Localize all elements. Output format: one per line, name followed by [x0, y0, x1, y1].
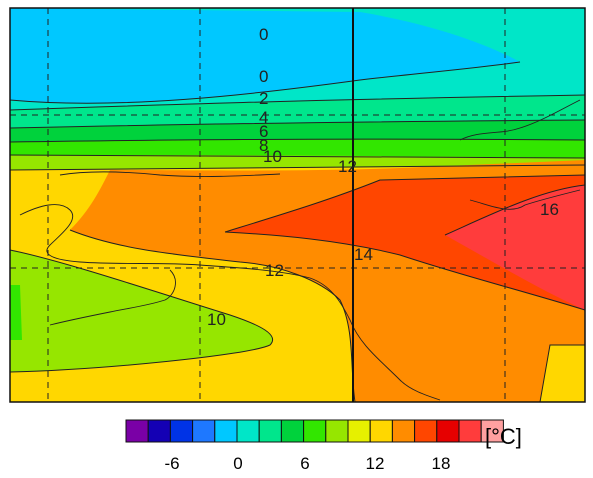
- contour-label: 10: [263, 147, 282, 166]
- colorbar-swatch: [325, 419, 349, 443]
- cold-region: [10, 8, 520, 104]
- colorbar-swatch: [347, 419, 371, 443]
- colorbar-tick-label: 6: [300, 454, 309, 473]
- colorbar-swatch: [480, 419, 504, 443]
- contour-label: 14: [354, 245, 373, 264]
- contour-label: 12: [265, 261, 284, 280]
- colorbar-swatch: [458, 419, 482, 443]
- lime-region: [10, 250, 273, 372]
- contour-label: 2: [259, 89, 268, 108]
- colorbar-swatch: [192, 419, 216, 443]
- contour-label: 4: [259, 108, 268, 127]
- colorbar-swatch: [125, 419, 149, 443]
- colorbar-tick-label: 18: [432, 454, 451, 473]
- gridlines: [10, 8, 585, 402]
- contour-lines: [9, 61, 586, 403]
- colorbar-swatch: [303, 419, 327, 443]
- colorbar-swatch: [369, 419, 393, 443]
- hot-region: [445, 185, 585, 310]
- contour-label: 8: [259, 136, 268, 155]
- colorbar-swatch: [391, 419, 416, 443]
- contour-label: 0: [259, 67, 268, 86]
- colorbar-tick-label: 12: [366, 454, 385, 473]
- colorbar-swatch: [280, 419, 305, 443]
- red-region: [225, 175, 585, 310]
- colorbar: [125, 419, 504, 443]
- colorbar-tick-labels: -6 0 6 12 18: [164, 454, 450, 473]
- colorbar-tick-label: -6: [164, 454, 179, 473]
- colorbar-swatch: [214, 419, 238, 443]
- map-frame: [9, 7, 586, 403]
- colorbar-swatch: [169, 419, 194, 443]
- map-plot-area: 0 0 2 4 6 8 10 12 14 16 12 10: [9, 7, 586, 403]
- colorbar-swatch: [414, 419, 438, 443]
- colorbar-swatch: [258, 419, 282, 443]
- colorbar-unit-label: [°C]: [485, 424, 522, 449]
- contour-label: 12: [338, 157, 357, 176]
- green-edge: [10, 285, 22, 340]
- colorbar-swatch: [147, 419, 171, 443]
- colorbar-swatch: [236, 419, 260, 443]
- colorbar-swatch: [436, 419, 460, 443]
- colorbar-tick-label: 0: [233, 454, 242, 473]
- contour-label: 10: [207, 310, 226, 329]
- contour-label-group: 0 0 2 4 6 8 10 12 14 16 12 10: [207, 25, 559, 329]
- contour-label: 0: [259, 25, 268, 44]
- contour-label: 16: [540, 200, 559, 219]
- contour-label: 6: [259, 122, 268, 141]
